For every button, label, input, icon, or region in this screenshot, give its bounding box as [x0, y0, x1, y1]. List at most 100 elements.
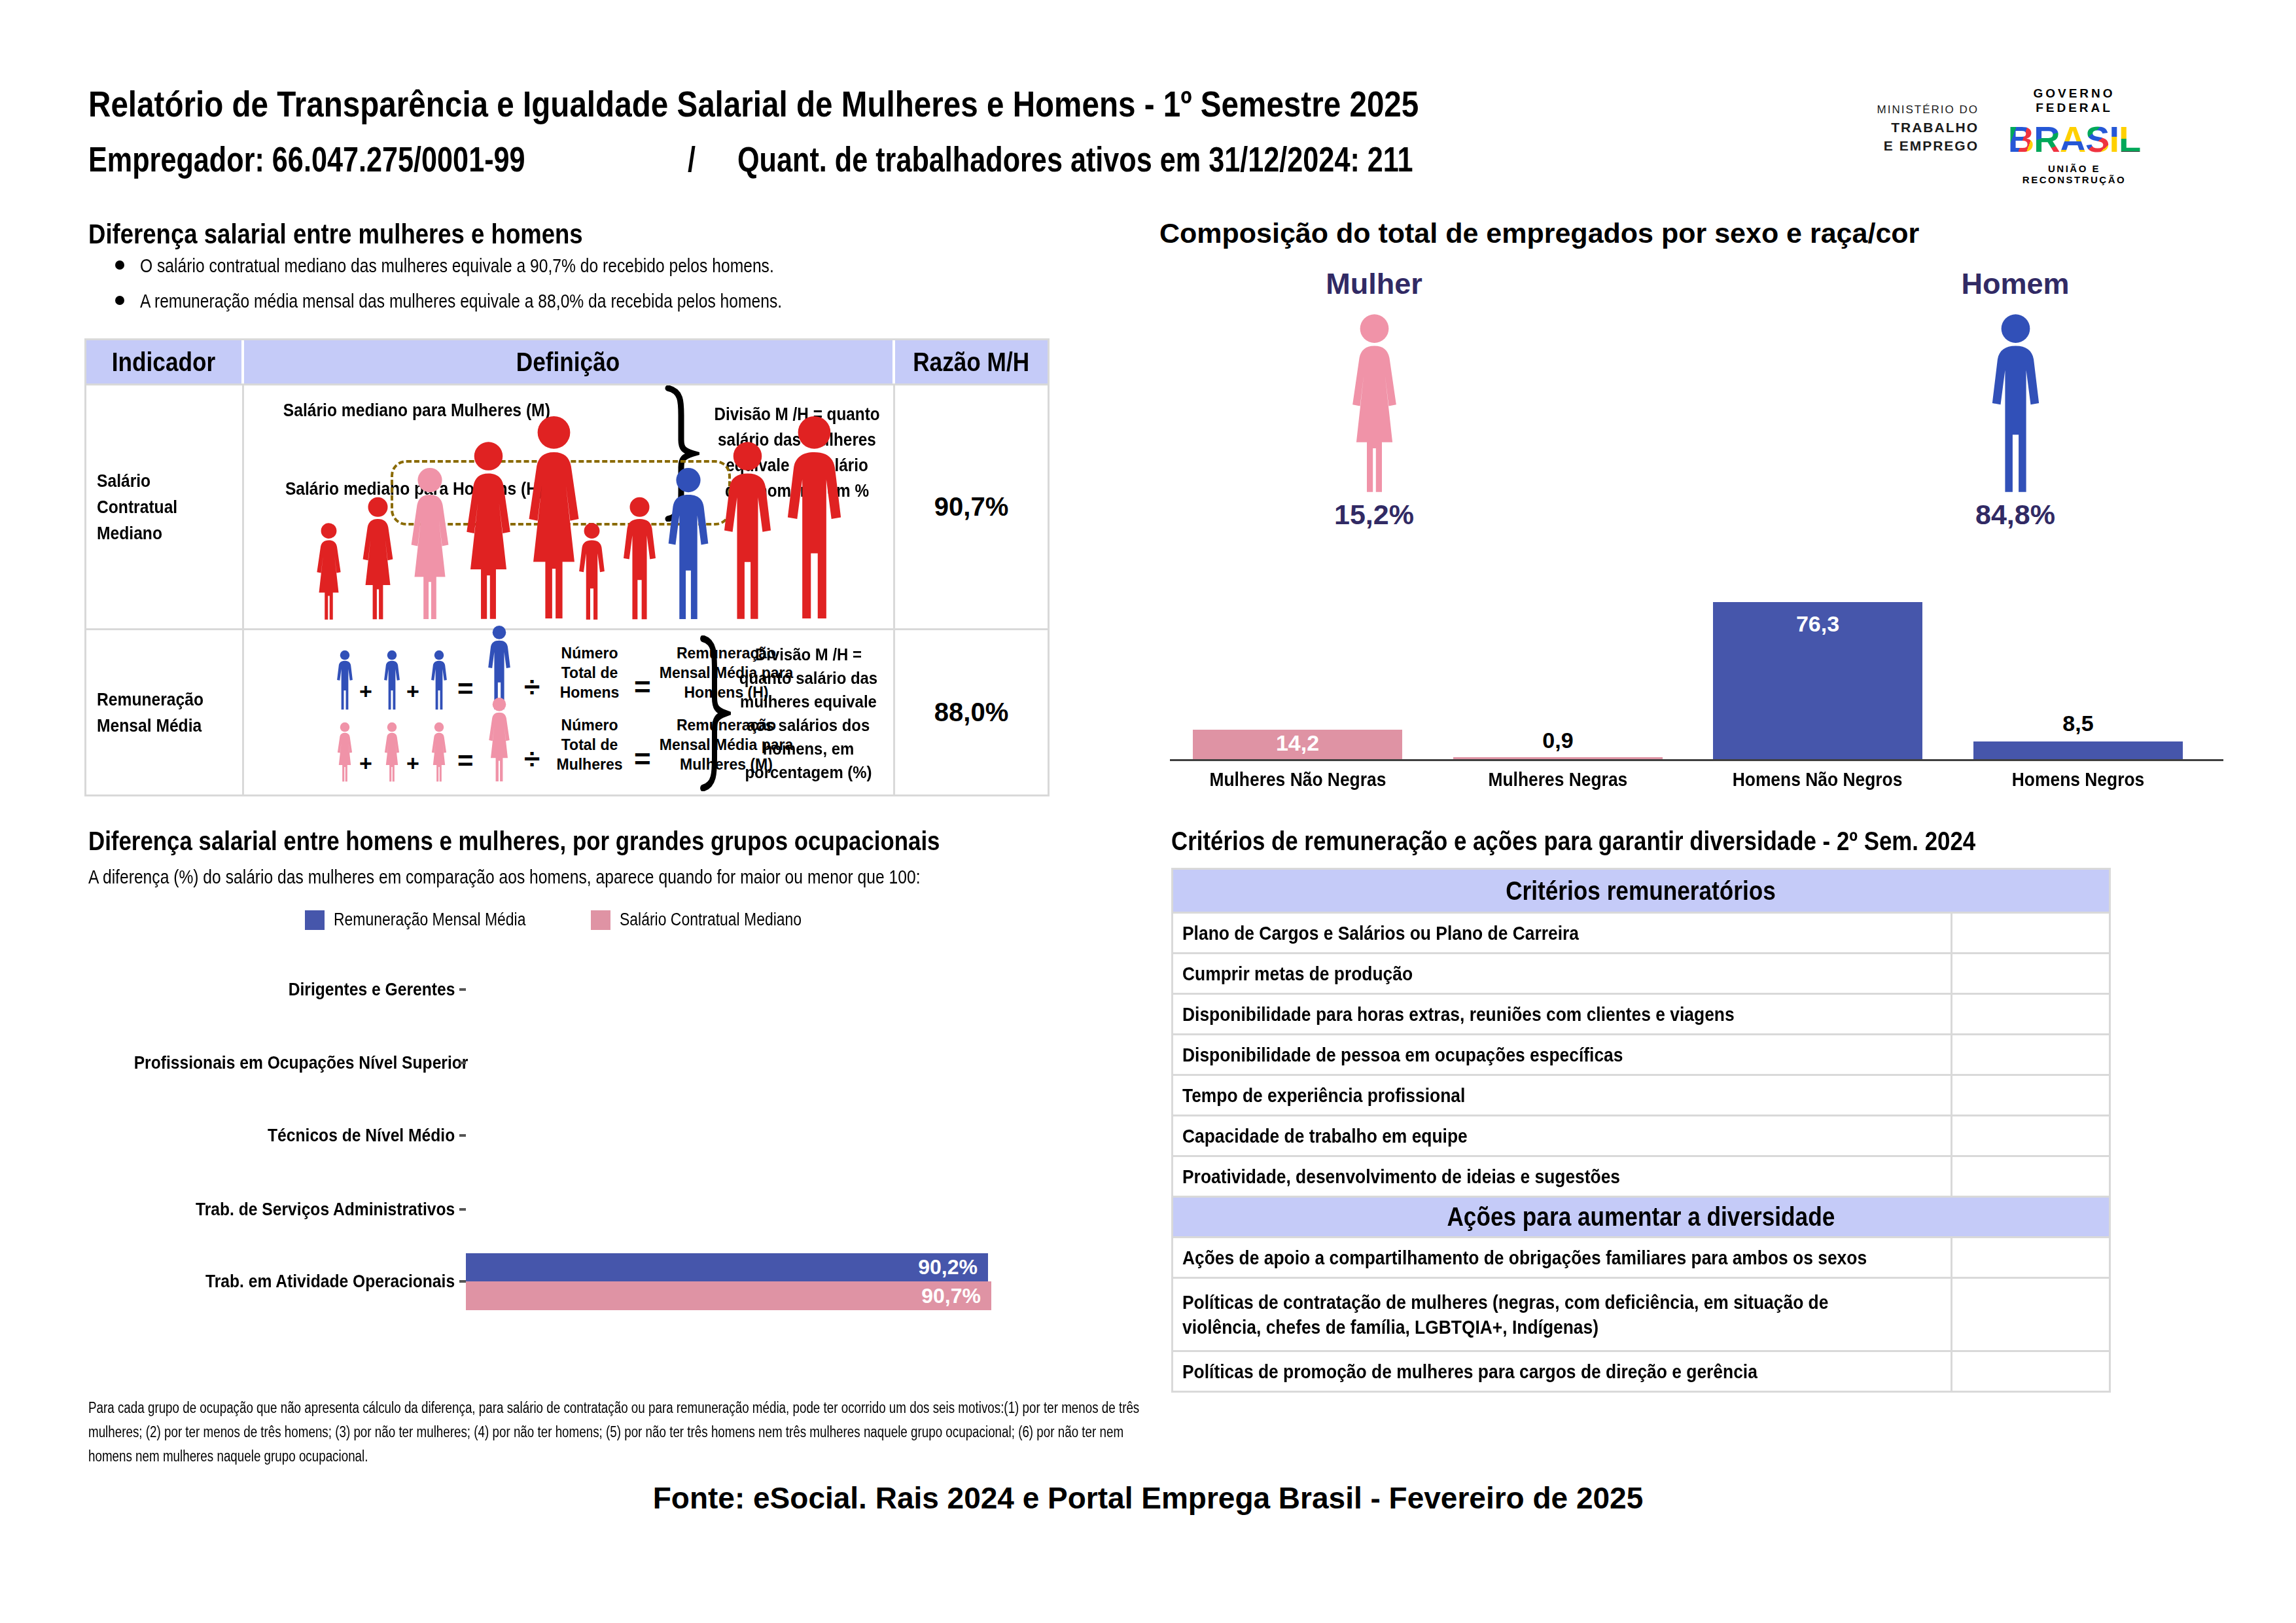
equals-sign: =	[634, 671, 651, 704]
equals-sign: =	[634, 743, 651, 776]
bar-homens-negros	[1973, 741, 2183, 759]
uniao-label: UNIÃO E RECONSTRUÇÃO	[1996, 163, 2153, 185]
bar-salario: 90,7%	[466, 1281, 991, 1310]
governo-federal-label: GOVERNO FEDERAL	[1996, 86, 2153, 115]
criteria-table: Critérios remuneratórios Plano de Cargos…	[1171, 868, 2111, 1393]
category-tecnicos: Técnicos de Nível Médio	[88, 1122, 455, 1149]
criteria-row: Políticas de promoção de mulheres para c…	[1173, 1350, 2109, 1391]
male-label: Homem	[1901, 267, 2130, 301]
legend-item: Remuneração Mensal Média	[305, 910, 559, 930]
employer-id: Empregador: 66.047.275/0001-99	[88, 139, 525, 179]
equals-sign: =	[457, 673, 474, 705]
empty-cell	[1952, 1076, 2109, 1115]
criteria-title: Critérios de remuneração e ações para ga…	[1171, 826, 2117, 857]
legend-swatch-pink	[591, 910, 610, 930]
divide-sign: ÷	[524, 671, 540, 704]
category-label: Mulheres Negras	[1453, 768, 1663, 791]
criteria-row: Proatividade, desenvolvimento de ideias …	[1173, 1155, 2109, 1196]
criteria-row: Tempo de experiência profissional	[1173, 1074, 2109, 1115]
axis-tick	[459, 988, 466, 991]
bar-value: 0,9	[1453, 728, 1663, 753]
plus-sign: +	[406, 679, 419, 704]
page-title: Relatório de Transparência e Igualdade S…	[88, 82, 1653, 125]
bullet-dot	[115, 296, 124, 305]
man-icon	[426, 650, 452, 710]
paygap-title: Diferença salarial entre mulheres e home…	[88, 218, 670, 250]
indicator-label: Remuneração Mensal Média	[97, 687, 224, 739]
axis-tick	[459, 1208, 466, 1211]
woman-icon	[332, 722, 358, 782]
indicator-label: Salário Contratual Mediano	[97, 468, 224, 546]
report-page: Relatório de Transparência e Igualdade S…	[0, 0, 2296, 1623]
empty-cell	[1952, 1157, 2109, 1196]
col-indicador: Indicador	[86, 340, 244, 383]
bar-value: 8,5	[1973, 711, 2183, 736]
paygap-table-header: Indicador Definição Razão M/H	[86, 340, 1048, 383]
empty-cell	[1952, 954, 2109, 993]
criteria-row: Plano de Cargos e Salários ou Plano de C…	[1173, 912, 2109, 952]
criteria-row: Disponibilidade para horas extras, reuni…	[1173, 993, 2109, 1033]
man-icon	[379, 650, 405, 710]
brasil-logo: BRASIL	[1996, 118, 2153, 160]
ministry-logo: MINISTÉRIO DO TRABALHO E EMPREGO	[1877, 103, 1979, 154]
criteria-row: Políticas de contratação de mulheres (ne…	[1173, 1277, 2109, 1350]
category-profissionais: Profissionais em Ocupações Nível Superio…	[88, 1050, 455, 1076]
occupational-subtitle: A diferença (%) do salário das mulheres …	[88, 866, 1067, 888]
bar-value: 14,2	[1193, 730, 1402, 756]
governo-federal-logo: GOVERNO FEDERAL BRASIL UNIÃO E RECONSTRU…	[1996, 86, 2153, 185]
ministry-line2: TRABALHO	[1877, 120, 1979, 135]
woman-icon	[308, 522, 349, 620]
empty-cell	[1952, 1238, 2109, 1277]
men-count-label: Número Total de Homens	[545, 637, 634, 709]
axis-tick	[459, 1280, 466, 1283]
category-servicos: Trab. de Serviços Administrativos	[88, 1196, 455, 1222]
legend-item: Salário Contratual Mediano	[591, 910, 834, 930]
ministry-line3: E EMPREGO	[1877, 138, 1979, 154]
chart-legend: Remuneração Mensal Média Salário Contrat…	[88, 910, 1050, 930]
criteria-row: Cumprir metas de produção	[1173, 952, 2109, 993]
divide-sign: ÷	[524, 743, 540, 776]
criteria-row: Ações de apoio a compartilhamento de obr…	[1173, 1236, 2109, 1277]
empty-cell	[1952, 1116, 2109, 1155]
woman-icon	[426, 722, 452, 782]
criteria-section1: Critérios remuneratórios	[1173, 870, 2109, 912]
col-razao: Razão M/H	[895, 340, 1048, 383]
male-pct: 84,8%	[1901, 499, 2130, 531]
legend-swatch-blue	[305, 910, 325, 930]
empty-cell	[1952, 1279, 2109, 1350]
x-axis	[1170, 759, 2223, 761]
row-salario-mediano: Salário Contratual Mediano Salário media…	[86, 383, 1048, 628]
women-count-label: Número Total de Mulheres	[545, 709, 634, 781]
active-workers: Quant. de trabalhadores ativos em 31/12/…	[737, 139, 1413, 179]
row2-explanation: Divisão M /H = quanto salário das mulher…	[725, 635, 892, 791]
empty-cell	[1952, 1035, 2109, 1074]
category-label: Homens Negros	[1973, 768, 2183, 791]
category-label: Mulheres Não Negras	[1193, 768, 1402, 791]
equals-sign: =	[457, 745, 474, 777]
man-icon	[771, 414, 857, 620]
employer-line: Empregador: 66.047.275/0001-99 / Quant. …	[88, 139, 1581, 179]
criteria-section2: Ações para aumentar a diversidade	[1173, 1196, 2109, 1236]
plus-sign: +	[359, 679, 372, 704]
empty-cell	[1952, 995, 2109, 1033]
criteria-row: Disponibilidade de pessoa em ocupações e…	[1173, 1033, 2109, 1074]
axis-tick	[459, 1134, 466, 1137]
composition-chart: 14,2 0,9 76,3 8,5 Mulheres Não Negras Mu…	[1170, 556, 2225, 805]
category-label: Homens Não Negros	[1713, 768, 1922, 791]
woman-icon-large	[1337, 313, 1412, 493]
source-footer: Fonte: eSocial. Rais 2024 e Portal Empre…	[0, 1480, 2296, 1516]
category-dirigentes: Dirigentes e Gerentes	[88, 976, 455, 1003]
woman-icon	[352, 496, 404, 620]
bullet-item: O salário contratual mediano das mulhere…	[115, 255, 895, 291]
female-label: Mulher	[1260, 267, 1489, 301]
axis-tick	[459, 1061, 466, 1064]
plus-sign: +	[359, 751, 372, 776]
paygap-table: Indicador Definição Razão M/H Salário Co…	[84, 338, 1050, 796]
occupational-title: Diferença salarial entre homens e mulher…	[88, 826, 1090, 857]
plus-sign: +	[406, 751, 419, 776]
woman-icon-large	[481, 697, 518, 782]
man-icon-large	[1978, 313, 2053, 493]
row-remuneracao-media: Remuneração Mensal Média + + = ÷ Número …	[86, 628, 1048, 794]
paygap-bullets: O salário contratual mediano das mulhere…	[115, 255, 895, 326]
ratio-value: 88,0%	[895, 630, 1048, 794]
